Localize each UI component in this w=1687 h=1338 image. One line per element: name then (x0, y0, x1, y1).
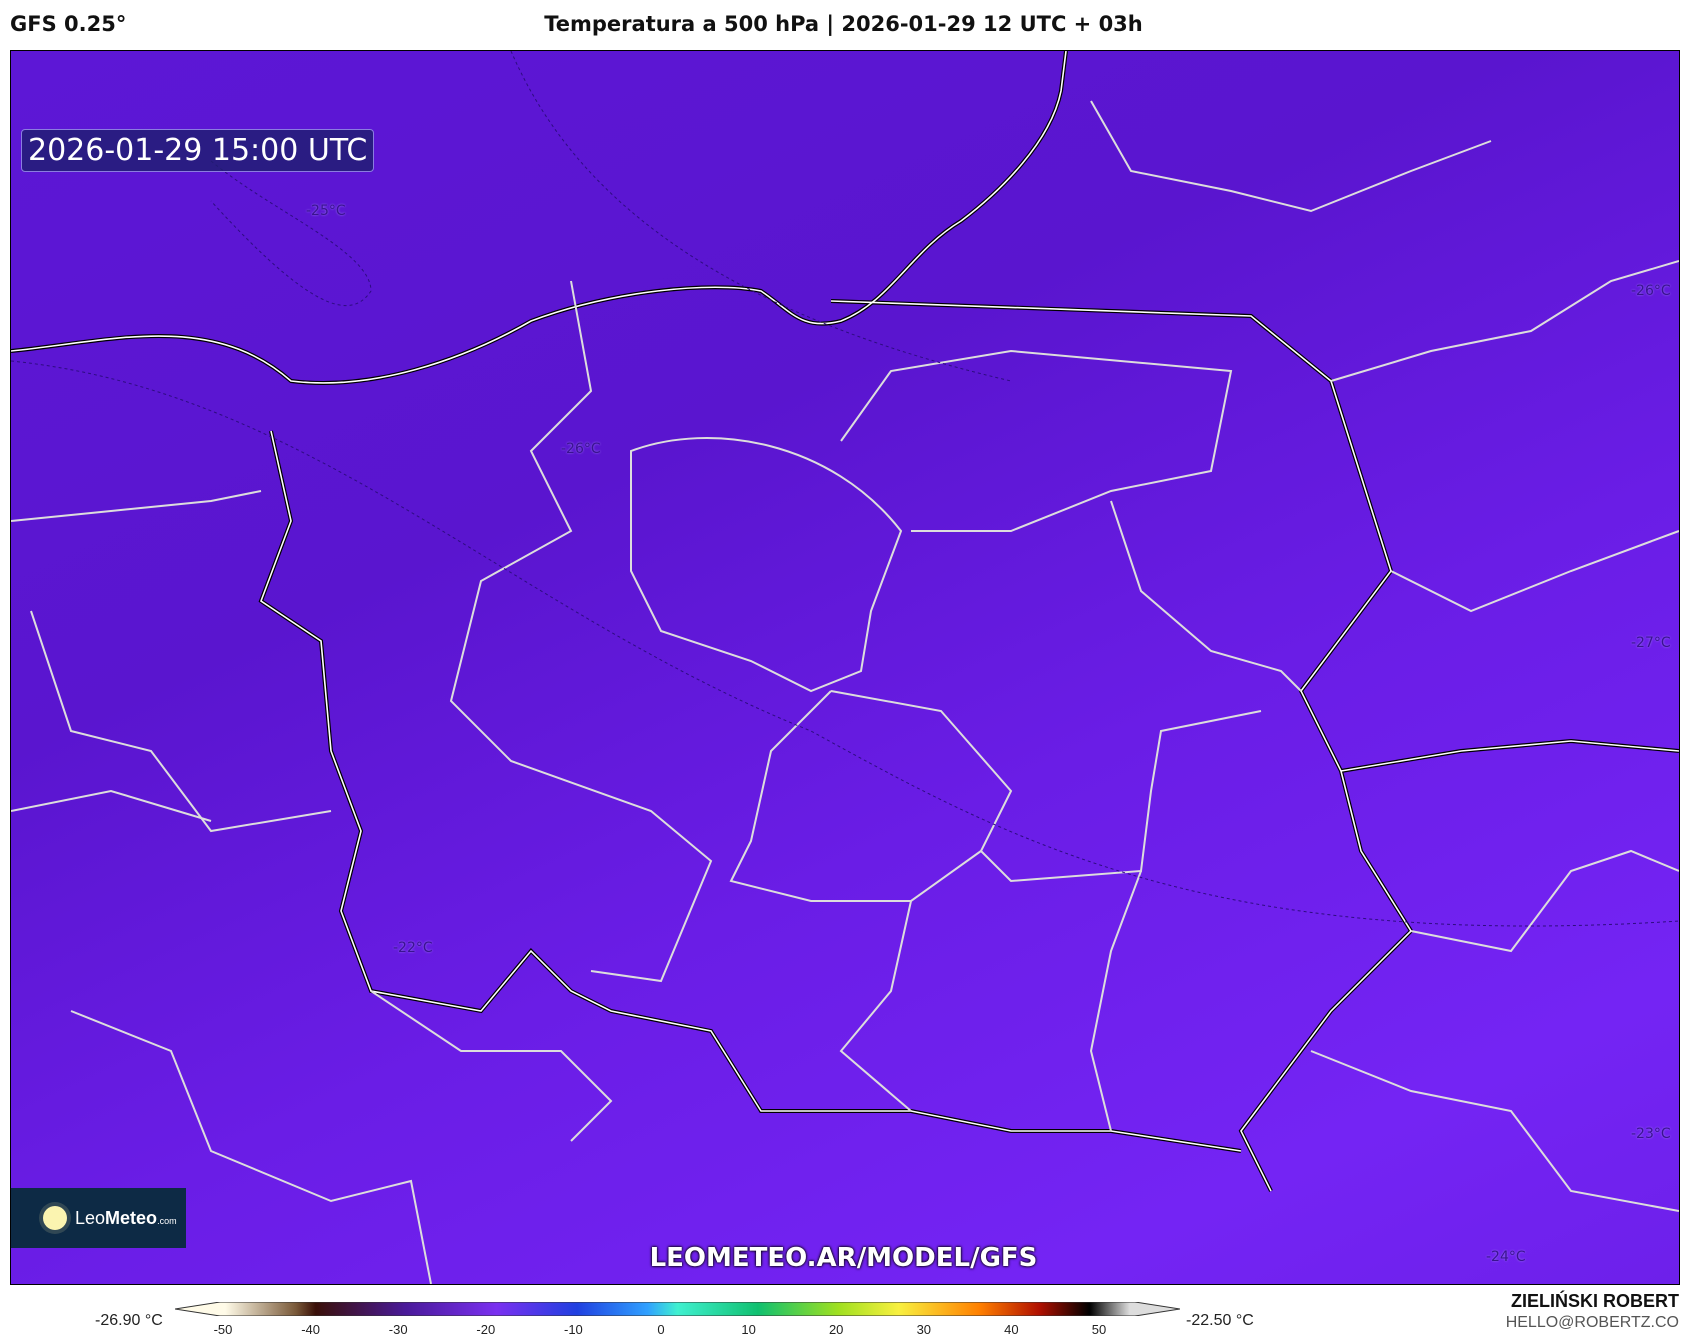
temperature-map[interactable]: 2026-01-29 15:00 UTC -25°C -26°C -26°C -… (10, 50, 1680, 1285)
colorbar-tick: -10 (563, 1322, 583, 1337)
colorbar-tick: -50 (213, 1322, 233, 1337)
colorbar (175, 1302, 1180, 1316)
region-borders (11, 100, 1679, 1284)
colorbar-tick: 40 (1004, 1322, 1019, 1337)
author-name: ZIELIŃSKI ROBERT (1510, 1291, 1679, 1311)
colorbar-tick: -30 (388, 1322, 408, 1337)
colorbar-tick: 30 (916, 1322, 932, 1337)
borders-layer (11, 51, 1679, 1284)
contour-label: -25°C (306, 203, 346, 219)
colorbar-tick: 50 (1091, 1322, 1107, 1337)
isotherms (11, 51, 1679, 927)
coastline (11, 51, 1068, 385)
contour-label: -26°C (1631, 283, 1671, 299)
colorbar-tick: 0 (657, 1322, 665, 1337)
sun-icon (43, 1206, 67, 1230)
site-watermark: LEOMETEO.AR/MODEL/GFS (649, 1243, 1038, 1273)
colorbar-tick: -20 (476, 1322, 496, 1337)
model-label: GFS 0.25° (10, 12, 127, 36)
logo-text: LeoMeteo.com (75, 1207, 177, 1228)
contour-label: -23°C (1631, 1126, 1671, 1142)
author-email: HELLO@ROBERTZ.CO (1505, 1314, 1679, 1331)
contour-label: -24°C (1486, 1249, 1526, 1265)
colorbar-tick: -40 (301, 1322, 320, 1337)
map-title: Temperatura a 500 hPa | 2026-01-29 12 UT… (544, 12, 1143, 36)
colorbar-max-label: -22.50 °C (1186, 1312, 1254, 1329)
colorbar-tick: 20 (828, 1322, 844, 1337)
country-border (258, 430, 1242, 1153)
country-border (830, 299, 1414, 1192)
colorbar-tick: 10 (741, 1322, 756, 1337)
contour-label: -26°C (561, 441, 601, 457)
contour-label: -27°C (1631, 635, 1671, 651)
leometeo-logo[interactable]: LeoMeteo.com (11, 1188, 186, 1248)
colorbar-min-label: -26.90 °C (95, 1312, 163, 1329)
valid-time-badge: 2026-01-29 15:00 UTC (21, 129, 375, 172)
country-border (1340, 738, 1679, 773)
contour-label: -22°C (393, 940, 433, 956)
